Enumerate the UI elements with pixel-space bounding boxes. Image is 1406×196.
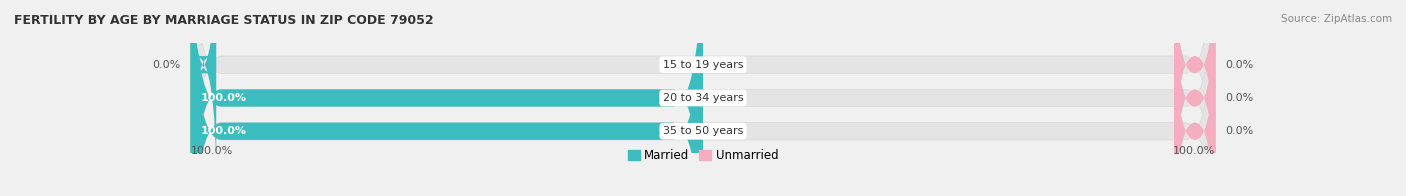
Legend: Married, Unmarried: Married, Unmarried xyxy=(623,144,783,167)
Text: 35 to 50 years: 35 to 50 years xyxy=(662,126,744,136)
FancyBboxPatch shape xyxy=(191,0,1215,196)
FancyBboxPatch shape xyxy=(191,0,703,196)
FancyBboxPatch shape xyxy=(191,0,1215,196)
FancyBboxPatch shape xyxy=(1174,7,1215,196)
Text: FERTILITY BY AGE BY MARRIAGE STATUS IN ZIP CODE 79052: FERTILITY BY AGE BY MARRIAGE STATUS IN Z… xyxy=(14,14,433,27)
Text: 20 to 34 years: 20 to 34 years xyxy=(662,93,744,103)
FancyBboxPatch shape xyxy=(191,0,217,189)
Text: 100.0%: 100.0% xyxy=(1173,146,1215,156)
Text: 0.0%: 0.0% xyxy=(152,60,180,70)
Text: 15 to 19 years: 15 to 19 years xyxy=(662,60,744,70)
Text: 100.0%: 100.0% xyxy=(191,146,233,156)
Text: 100.0%: 100.0% xyxy=(201,93,247,103)
Text: 0.0%: 0.0% xyxy=(1226,60,1254,70)
FancyBboxPatch shape xyxy=(191,0,1215,196)
Text: 0.0%: 0.0% xyxy=(1226,126,1254,136)
Text: 0.0%: 0.0% xyxy=(1226,93,1254,103)
Text: 100.0%: 100.0% xyxy=(201,126,247,136)
FancyBboxPatch shape xyxy=(1174,0,1215,189)
Text: Source: ZipAtlas.com: Source: ZipAtlas.com xyxy=(1281,14,1392,24)
FancyBboxPatch shape xyxy=(1174,0,1215,196)
FancyBboxPatch shape xyxy=(191,0,703,196)
